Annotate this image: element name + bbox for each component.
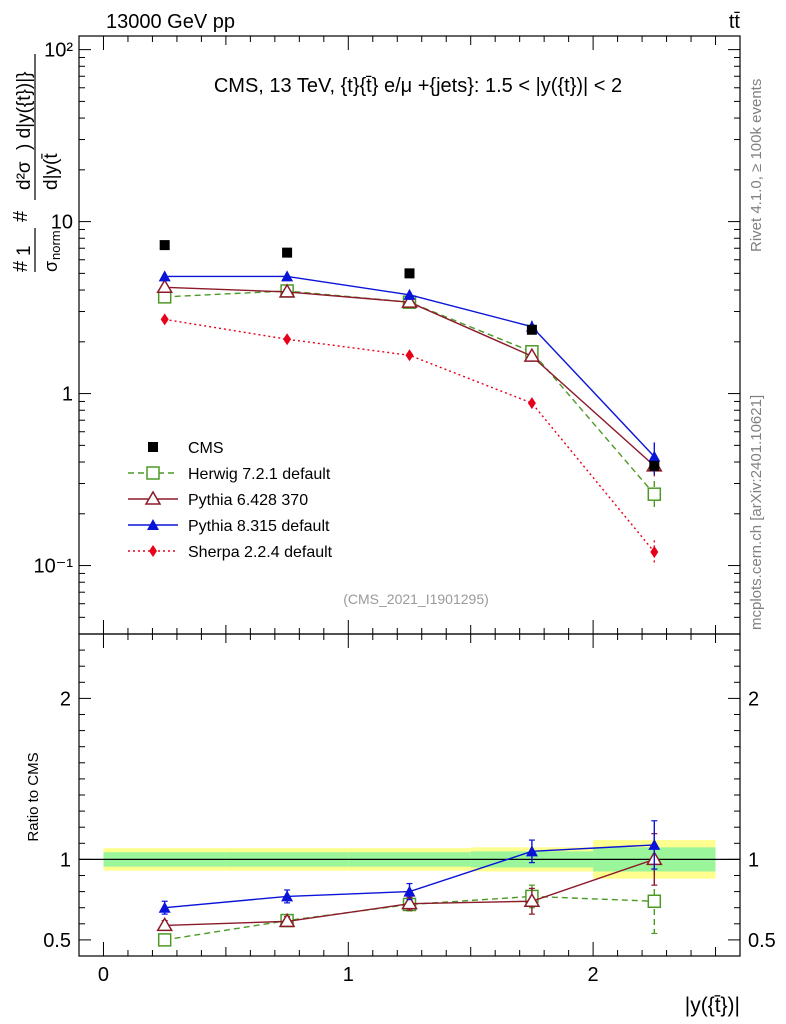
main-y-axis-label: # 1 σ norm # d²σ d|y(t̄ ) d|y({t})|} <box>10 54 63 272</box>
source-label: mcplots.cern.ch [arXiv:2401.10621] <box>748 395 765 630</box>
y-label-numerator-tail: ) d|y({t})|} <box>14 71 35 150</box>
x-tick-label: 1 <box>343 964 354 986</box>
series-point-pythia-8-315-default <box>403 288 416 300</box>
data-point-cms <box>404 268 415 279</box>
y-label-d2sigma: d²σ <box>14 161 35 190</box>
ratio-point-pythia-6-428-370 <box>156 916 173 932</box>
ratio-point-herwig-7-2-1-default <box>647 894 662 909</box>
series-point-pythia-8-315-default <box>281 270 294 282</box>
legend-label: Pythia 8.315 default <box>188 518 330 535</box>
legend-entry: Herwig 7.2.1 default <box>128 466 331 483</box>
ratio-line-herwig-7-2-1-default <box>164 895 655 941</box>
process-label: tt̄ <box>729 11 741 33</box>
legend-marker <box>149 545 157 557</box>
ratio-tick-label-right: 1 <box>748 849 759 871</box>
series-point-pythia-6-428-370 <box>278 283 296 298</box>
legend-marker <box>148 442 158 452</box>
y-label-one: 1 <box>14 245 35 256</box>
series-point-sherpa-2-2-4-default <box>405 349 414 362</box>
data-point-cms <box>159 240 170 251</box>
ratio-tick-label-left: 2 <box>60 688 71 710</box>
legend-entry: Pythia 6.428 370 <box>128 490 308 509</box>
ratio-point-pythia-8-315-default <box>403 885 416 897</box>
series-point-sherpa-2-2-4-default <box>160 313 169 326</box>
y-label-hash: # <box>10 260 32 272</box>
y-label-sigma-norm: σ <box>41 261 61 272</box>
legend-entry: Pythia 8.315 default <box>128 518 330 535</box>
ratio-point-herwig-7-2-1-default <box>157 933 172 947</box>
ratio-point-pythia-8-315-default <box>281 890 294 902</box>
series-line-pythia-6-428-370 <box>164 286 655 467</box>
y-tick-label: 1 <box>62 384 73 406</box>
ratio-point-pythia-8-315-default <box>648 838 661 850</box>
legend-label: Sherpa 2.2.4 default <box>188 544 333 561</box>
ratio-point-pythia-8-315-default <box>158 901 171 913</box>
ratio-panel-content <box>79 820 740 947</box>
series-point-pythia-8-315-default <box>158 270 171 282</box>
y-tick-label: 10⁻¹ <box>34 556 74 578</box>
series-point-sherpa-2-2-4-default <box>283 333 292 346</box>
series-point-pythia-6-428-370 <box>156 278 173 294</box>
x-axis-label: |y({t̄})| <box>685 994 740 1017</box>
analysis-watermark: (CMS_2021_I1901295) <box>343 591 489 607</box>
series-point-herwig-7-2-1-default <box>647 487 662 501</box>
legend-label: Herwig 7.2.1 default <box>188 466 331 483</box>
x-tick-label: 2 <box>588 964 599 986</box>
ratio-point-pythia-6-428-370 <box>523 892 541 908</box>
legend-marker <box>146 466 160 480</box>
ratio-point-pythia-6-428-370 <box>278 912 296 928</box>
main-panel-content <box>156 240 663 566</box>
main-panel: 10⁻¹ 1 10 10² CMS, 13 TeV, {t}{t̄} e/μ +{je… <box>34 35 741 635</box>
y-label-hash-2: # <box>10 210 32 222</box>
legend-marker <box>147 519 159 530</box>
data-point-cms <box>649 460 660 471</box>
series-point-pythia-6-428-370 <box>401 293 418 308</box>
x-tick-label: 0 <box>98 964 109 986</box>
data-point-cms <box>526 324 537 335</box>
ratio-tick-label-right: 2 <box>748 688 759 710</box>
ratio-panel: 0 1 2 0.5 0.5 1 1 2 2 Ratio to CMS <box>25 633 776 986</box>
chart-title: CMS, 13 TeV, {t}{t̄} e/μ +{jets}: 1.5 < … <box>214 75 622 97</box>
series-point-sherpa-2-2-4-default <box>650 545 659 558</box>
ratio-axes: 0 1 2 0.5 0.5 1 1 2 2 <box>43 634 776 986</box>
ratio-tick-label-left: 1 <box>60 849 71 871</box>
ratio-tick-label-left: 0.5 <box>43 930 71 952</box>
rivet-version-label: Rivet 4.1.0, ≥ 100k events <box>748 79 765 252</box>
y-label-norm-sub: norm <box>48 230 63 260</box>
legend-entry: CMS <box>148 440 224 457</box>
ratio-point-pythia-6-428-370 <box>401 895 418 910</box>
data-point-cms <box>282 247 293 258</box>
series-point-sherpa-2-2-4-default <box>527 397 536 410</box>
y-tick-label: 10² <box>44 40 73 62</box>
legend-entry: Sherpa 2.2.4 default <box>128 544 333 561</box>
series-point-pythia-8-315-default <box>648 450 661 462</box>
ratio-tick-label-right: 0.5 <box>748 930 776 952</box>
y-label-denominator: d|y(t̄ <box>41 153 62 190</box>
legend-label: CMS <box>188 440 224 457</box>
ratio-point-pythia-8-315-default <box>525 845 538 857</box>
ratio-y-axis-label: Ratio to CMS <box>25 752 42 841</box>
main-panel-frame <box>78 35 741 635</box>
series-point-pythia-6-428-370 <box>523 347 541 362</box>
legend-label: Pythia 6.428 370 <box>188 492 308 509</box>
main-axes: 10⁻¹ 1 10 10² <box>34 36 740 635</box>
legend-marker <box>144 490 162 505</box>
y-tick-label: 10 <box>51 212 73 234</box>
legend: CMS Herwig 7.2.1 default Pythia 6.428 370 P… <box>128 440 333 561</box>
energy-label: 13000 GeV pp <box>106 11 235 33</box>
